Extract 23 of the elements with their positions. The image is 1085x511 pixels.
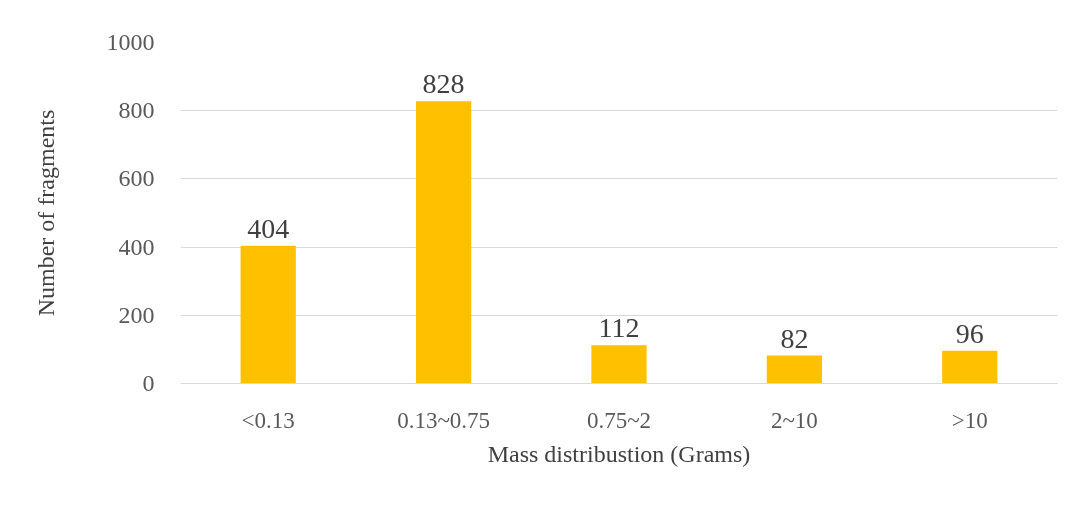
data-label: 112 [598,312,640,344]
y-tick-label: 600 [118,165,155,192]
bar [766,355,823,384]
x-tick-label: 0.75~2 [586,407,652,433]
y-tick-label: 200 [118,301,155,328]
data-label: 82 [780,322,809,354]
y-tick-label: 1000 [106,29,155,55]
x-tick-label: 0.13~0.75 [397,407,491,433]
bar [415,101,472,384]
data-label: 96 [955,317,984,349]
x-tick-label: >10 [951,407,988,433]
y-axis-title: Number of fragments [32,109,59,317]
x-axis-title: Mass distribustion (Grams) [487,440,751,467]
data-label: 404 [247,212,290,244]
bar [942,350,998,384]
y-tick-label: 0 [142,370,155,396]
data-label: 828 [422,68,465,100]
x-tick-label: 2~10 [770,407,818,433]
y-tick-label: 800 [118,97,155,124]
bar [591,345,647,384]
x-tick-label: <0.13 [241,407,295,433]
bar [240,245,296,384]
y-tick-label: 400 [118,233,155,260]
